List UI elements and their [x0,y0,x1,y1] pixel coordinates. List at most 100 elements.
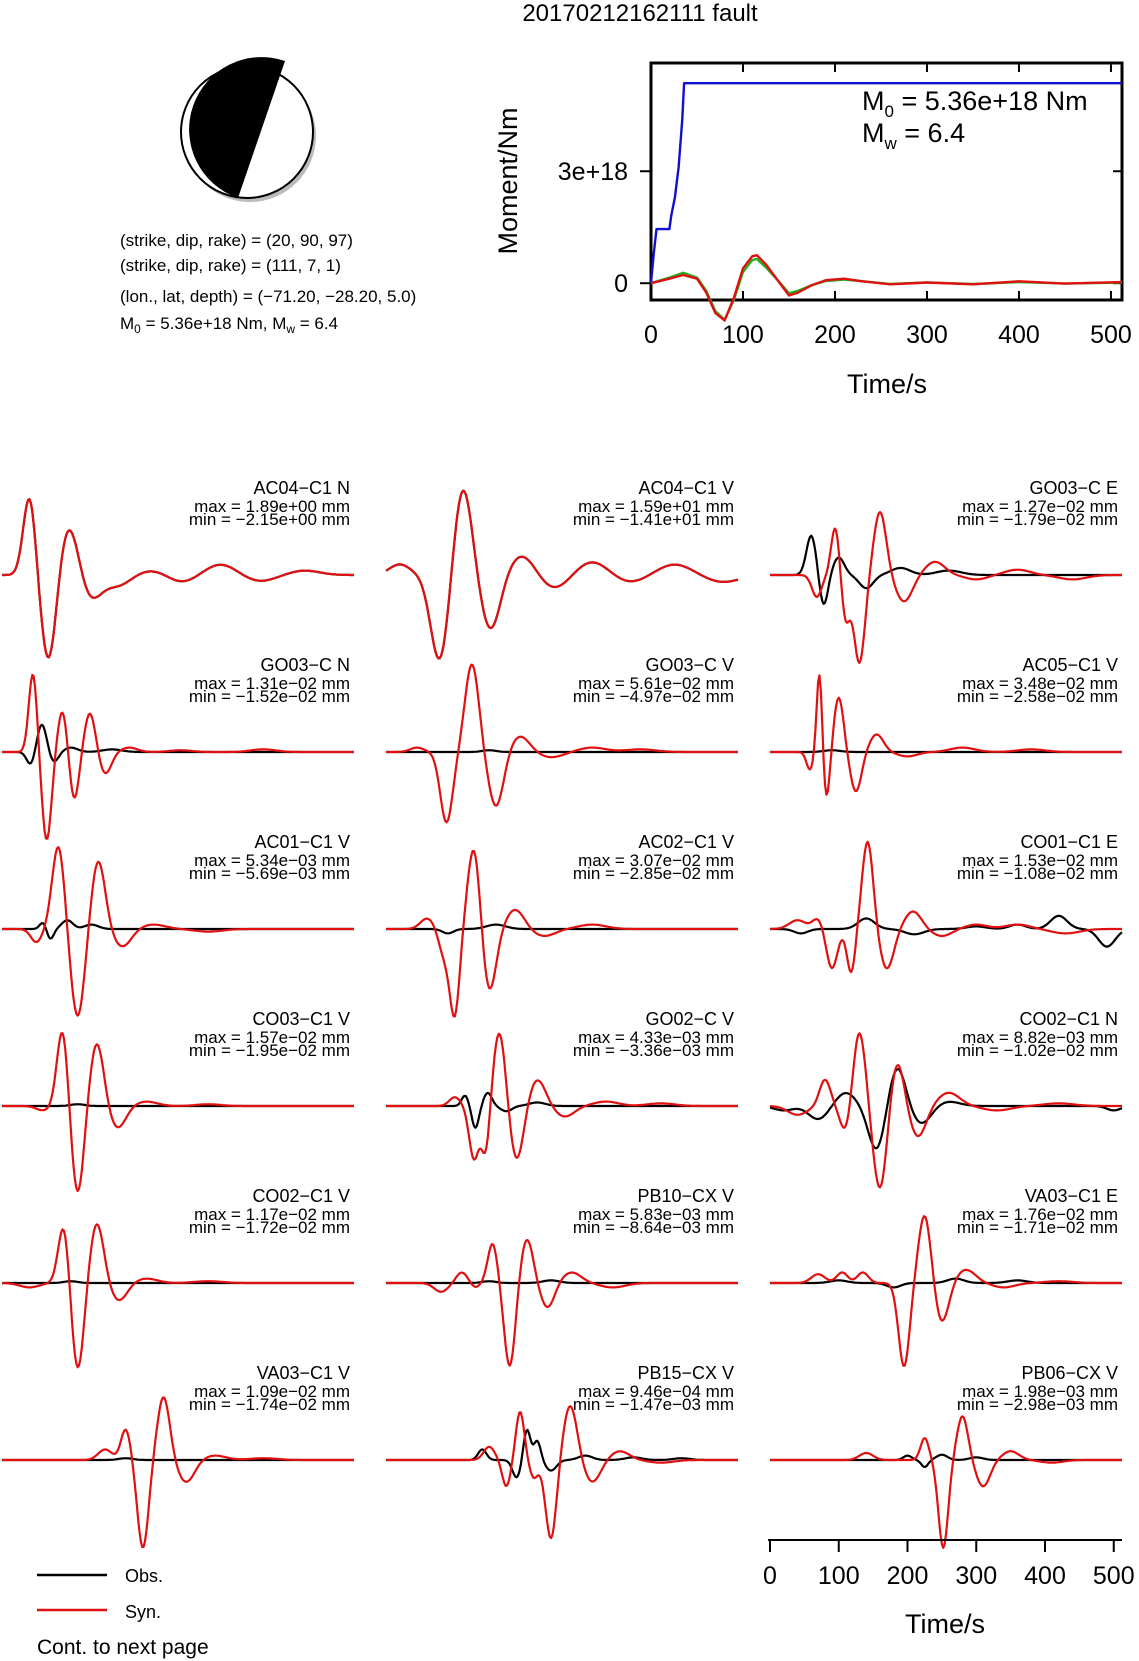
station-min: min = −2.85e−02 mm [573,864,734,883]
station-name: AC04−C1 V [638,478,734,498]
moment-chart-y-ticks: 0 3e+18 [558,158,1122,298]
station-min: min = −1.95e−02 mm [189,1041,350,1060]
moment-chart-m0-annotation: M0 = 5.36e+18 Nm [862,86,1088,121]
station-name: GO03−C N [260,655,350,675]
station-max: max = 1.89e+00 mm [194,497,350,516]
synthetic-trace [386,1032,738,1161]
station-name: CO02−C1 N [1019,1009,1118,1029]
observed-trace [769,1067,1123,1150]
beachball-compression-quadrant [189,57,285,199]
moment-line: M0 = 5.36e+18 Nm, Mw = 6.4 [120,314,338,336]
station-max: max = 4.33e−03 mm [578,1028,734,1047]
station-max: max = 8.82e−03 mm [962,1028,1118,1047]
synthetic-trace [385,489,739,660]
waveform-x-tick-label: 500 [1093,1562,1135,1590]
station-max: max = 1.09e−02 mm [194,1382,350,1401]
station-name: GO02−C V [645,1009,734,1029]
station-max: max = 5.34e−03 mm [194,851,350,870]
waveform-x-tick-label: 300 [955,1562,997,1590]
synthetic-trace [386,850,738,1018]
station-name: CO03−C1 V [252,1009,350,1029]
observed-trace [386,1091,738,1129]
synthetic-trace [2,1396,354,1549]
station-min: min = −2.15e+00 mm [189,510,350,529]
synthetic-trace [2,1223,354,1369]
station-min: min = −1.79e−02 mm [957,510,1118,529]
moment-x-tick-label: 500 [1090,321,1132,349]
moment-x-tick-label: 200 [814,321,856,349]
moment-chart-frame [649,61,1124,302]
moment-x-tick-label: 400 [998,321,1040,349]
synthetic-trace [2,1032,354,1193]
moment-x-tick-label: 300 [906,321,948,349]
station-max: max = 1.59e+01 mm [578,497,734,516]
waveform-xlabel: Time/s [905,1609,985,1639]
station-max: max = 1.27e−02 mm [962,497,1118,516]
figure-title: 20170212162111 fault [522,0,758,27]
legend-obs-label: Obs. [125,1566,163,1586]
nodal-plane-2: (strike, dip, rake) = (111, 7, 1) [120,256,341,275]
station-min: min = −5.69e−03 mm [189,864,350,883]
observed-trace [770,914,1123,948]
station-min: min = −1.08e−02 mm [957,864,1118,883]
station-max: max = 1.17e−02 mm [194,1205,350,1224]
synthetic-trace [769,1032,1122,1189]
station-max: max = 1.76e−02 mm [962,1205,1118,1224]
synthetic-trace [770,1415,1122,1549]
synthetic-trace [386,1239,738,1367]
moment-rate-line-green [650,257,1123,321]
station-max: max = 3.07e−02 mm [578,851,734,870]
station-name: GO03−C V [645,655,734,675]
station-name: AC04−C1 N [253,478,350,498]
waveform-x-tick-label: 100 [818,1562,860,1590]
station-min: min = −1.47e−03 mm [573,1395,734,1414]
station-min: min = −1.41e+01 mm [573,510,734,529]
station-name: PB15−CX V [637,1363,734,1383]
waveform-x-tick-label: 200 [887,1562,929,1590]
moment-chart-xlabel: Time/s [847,369,927,399]
synthetic-trace [2,498,354,659]
synthetic-trace [386,1405,738,1540]
observed-trace [770,534,1122,605]
moment-chart-x-ticks: 0 100 200 300 400 500 [644,63,1132,349]
observed-trace [770,1277,1122,1289]
synthetic-trace [770,674,1122,796]
station-name: VA03−C1 E [1025,1186,1118,1206]
beachball [180,57,316,202]
moment-x-tick-label: 100 [722,321,764,349]
waveform-x-ticks: 0 100 200 300 400 500 [763,1540,1135,1590]
station-max: max = 1.53e−02 mm [962,851,1118,870]
station-name: AC02−C1 V [638,832,734,852]
station-min: min = −2.58e−02 mm [957,687,1118,706]
station-min: min = −3.36e−03 mm [573,1041,734,1060]
station-min: min = −1.71e−02 mm [957,1218,1118,1237]
moment-chart-series [649,82,1123,322]
moment-rate-line-red [650,254,1123,322]
moment-y-tick-label: 0 [614,270,628,298]
nodal-plane-1: (strike, dip, rake) = (20, 90, 97) [120,231,353,250]
station-max: max = 1.57e−02 mm [194,1028,350,1047]
continuation-note: Cont. to next page [37,1636,209,1659]
cumulative-moment-line [649,82,1122,284]
waveform-time-axis: 0 100 200 300 400 500 Time/s [763,1539,1135,1639]
legend: Obs. Syn. [37,1566,163,1622]
synthetic-trace [386,663,738,824]
waveform-x-tick-label: 0 [763,1562,777,1590]
station-name: AC01−C1 V [254,832,350,852]
